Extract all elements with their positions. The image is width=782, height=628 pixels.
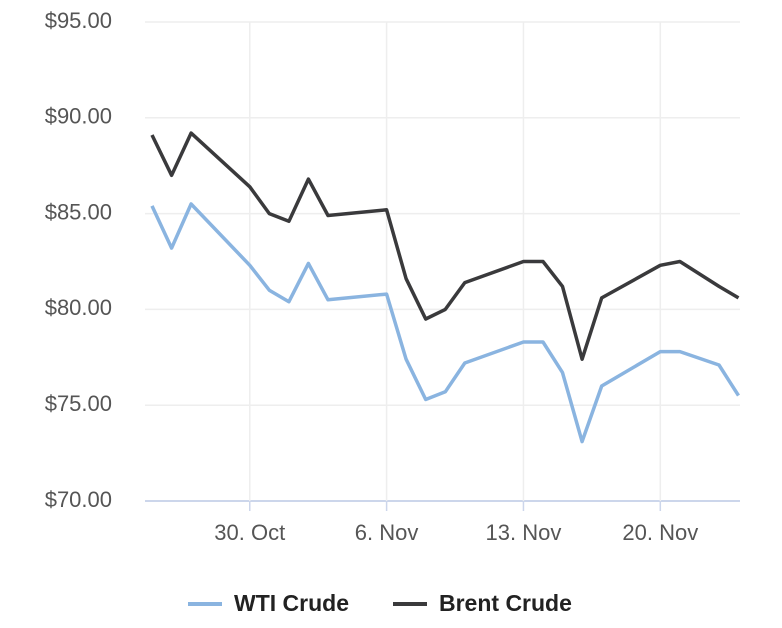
series-line — [150, 202, 740, 444]
x-tick-label: 20. Nov — [622, 520, 698, 545]
x-tick-label: 30. Oct — [214, 520, 285, 545]
y-tick-label: $90.00 — [45, 104, 112, 129]
legend-label: WTI Crude — [234, 590, 349, 616]
y-tick-label: $75.00 — [45, 391, 112, 416]
legend-label: Brent Crude — [439, 590, 572, 616]
y-tick-label: $95.00 — [45, 8, 112, 33]
y-tick-label: $70.00 — [45, 487, 112, 512]
x-tick-label: 6. Nov — [355, 520, 419, 545]
x-tick-label: 13. Nov — [486, 520, 562, 545]
y-tick-label: $85.00 — [45, 199, 112, 224]
y-tick-label: $80.00 — [45, 295, 112, 320]
legend: WTI Crude Brent Crude — [188, 590, 572, 616]
series-line — [150, 131, 740, 361]
